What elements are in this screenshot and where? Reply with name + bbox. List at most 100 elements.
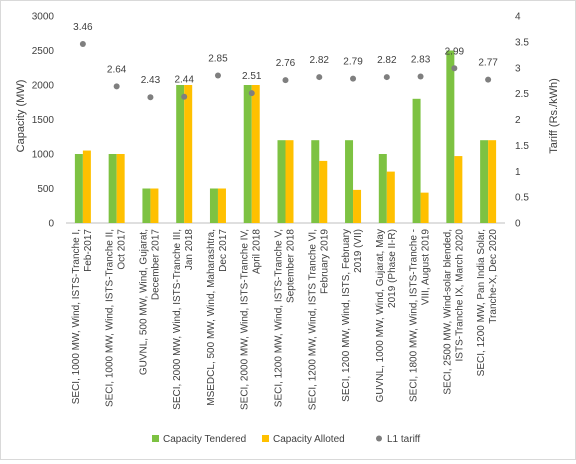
category-tick-label: SECI, 1000 MW, Wind, ISTS-Tranche II,Oct… (105, 229, 128, 407)
category-tick-label-line: SECI, 2500 MW, Wind-solar blended, (442, 229, 453, 395)
bar-capacity-tendered (243, 85, 252, 223)
category-tick-label: SECI, 1200 MW, Pan India Solar,Tranche-X… (476, 229, 499, 377)
tariff-point (282, 77, 289, 84)
category-tick-label: SECI, 1800 MW, Wind, ISTS-Tranche -VIII,… (409, 229, 432, 402)
legend-label-tariff: L1 tariff (387, 434, 420, 445)
y-right-tick-label: 0.5 (515, 193, 529, 204)
category-tick-label: GUVNL, 500 MW, Wind, Gujarat,December 20… (138, 229, 161, 376)
bar-capacity-alloted (82, 150, 91, 223)
tariff-data-label: 2.51 (242, 71, 262, 82)
y-left-tick-label: 1000 (32, 150, 55, 161)
category-tick-label-line: Oct 2017 (117, 229, 128, 270)
y-right-tick-label: 4 (515, 12, 521, 23)
y-right-tick-label: 3 (515, 63, 521, 74)
tariff-point (485, 76, 492, 83)
tariff-data-label: 2.64 (107, 64, 127, 75)
legend: Capacity Tendered Capacity Alloted L1 ta… (152, 434, 420, 445)
legend-swatch-alloted (262, 435, 269, 442)
category-tick-label-line: Tranche-X, Dec 2020 (488, 229, 499, 324)
axes: 0 500 1000 1500 2000 2500 3000 0 0.5 1 1.5 2 2.5 3 3.5… (32, 12, 530, 230)
category-tick-label: SECI, 1200 MW, Wind, ISTS-Tranche V,Sept… (274, 229, 297, 408)
tariff-point (113, 83, 120, 90)
category-tick-label-line: SECI, 1200 MW, Pan India Solar, (476, 229, 487, 376)
legend-marker-tariff (376, 435, 382, 442)
bar-capacity-alloted (353, 189, 362, 223)
category-tick-label-line: Dec 2017 (218, 229, 229, 272)
bars (74, 50, 497, 223)
category-tick-label-line: SECI, 1200 MW, Wind, ISTS Tranche VI, (307, 229, 318, 410)
tariff-point (248, 90, 255, 97)
bar-capacity-alloted (184, 85, 193, 223)
category-tick-label-line: Jan 2018 (184, 229, 195, 271)
y-left-tick-label: 1500 (32, 115, 55, 126)
legend-label-alloted: Capacity Alloted (273, 434, 345, 445)
category-tick-label: SECI, 1000 MW, Wind, ISTS-Tranche I,Feb-… (71, 229, 94, 405)
bar-capacity-alloted (319, 160, 328, 223)
category-tick-label-line: MSEDCL, 500 MW, Wind, Maharashtra, (206, 229, 217, 406)
tariff-data-label: 2.77 (478, 58, 498, 69)
category-tick-label-line: 2019 (Phase II-R) (387, 229, 398, 308)
bar-capacity-alloted (150, 188, 159, 223)
category-tick-label-line: Feb-2017 (83, 229, 94, 272)
bar-capacity-tendered (378, 154, 387, 223)
category-tick-label-line: VIII, August 2019 (421, 229, 432, 306)
legend-label-tendered: Capacity Tendered (163, 434, 246, 445)
y-left-tick-label: 0 (48, 219, 54, 230)
tariff-point (316, 74, 323, 81)
category-tick-label-line: SECI, 1800 MW, Wind, ISTS-Tranche - (409, 229, 420, 402)
category-tick-label-line: December 2017 (150, 229, 161, 301)
bar-capacity-alloted (386, 171, 395, 223)
bar-capacity-alloted (488, 140, 497, 223)
y-right-tick-label: 1 (515, 167, 521, 178)
category-tick-label-line: GUVNL, 1000 MW, Wind, Gujarat, May (375, 229, 386, 402)
category-tick-label-line: ISTS-Tranche IX, March 2020 (454, 229, 465, 362)
category-tick-label: SECI, 2500 MW, Wind-solar blended,ISTS-T… (442, 229, 465, 395)
tariff-data-label: 2.82 (310, 55, 330, 66)
bar-capacity-tendered (311, 140, 320, 223)
tariff-points (79, 40, 492, 101)
tariff-data-label: 2.43 (141, 75, 161, 86)
tariff-point (147, 94, 154, 101)
category-tick-label-line: SECI, 1200 MW, Wind, ISTS-Tranche V, (274, 229, 285, 407)
category-tick-label-line: February 2019 (319, 229, 330, 294)
tariff-point (383, 74, 390, 81)
bar-capacity-tendered (176, 85, 185, 223)
tariff-data-label: 2.82 (377, 55, 397, 66)
bar-capacity-alloted (217, 188, 226, 223)
y-right-tick-label: 3.5 (515, 37, 529, 48)
bar-capacity-alloted (420, 192, 429, 223)
y-left-tick-label: 500 (37, 184, 54, 195)
category-tick-label: SECI, 1200 MW, Wind, ISTS, February2019 … (341, 229, 364, 402)
category-tick-label-line: GUVNL, 500 MW, Wind, Gujarat, (138, 229, 149, 375)
bar-capacity-tendered (412, 98, 421, 223)
category-tick-label: SECI, 2000 MW, Wind, ISTS-Tranche III,Ja… (172, 229, 195, 410)
bar-capacity-tendered (74, 154, 83, 223)
category-tick-label-line: SECI, 1000 MW, Wind, ISTS-Tranche I, (71, 229, 82, 404)
bar-capacity-tendered (446, 50, 455, 223)
category-tick-label: SECI, 1200 MW, Wind, ISTS Tranche VI,Feb… (307, 229, 330, 411)
bar-capacity-tendered (277, 140, 286, 223)
tariff-data-label: 2.44 (174, 75, 194, 86)
tariff-point (417, 73, 424, 80)
bar-capacity-tendered (108, 154, 117, 223)
category-tick-label-line: 2019 (VII) (353, 229, 364, 273)
bar-capacity-tendered (480, 140, 489, 223)
tariff-point (181, 93, 188, 100)
tariff-point (79, 40, 86, 47)
bar-capacity-tendered (209, 188, 218, 223)
category-labels: SECI, 1000 MW, Wind, ISTS-Tranche I,Feb-… (71, 229, 499, 411)
y-left-tick-label: 2500 (32, 46, 55, 57)
bar-capacity-alloted (116, 154, 125, 223)
tariff-point (214, 72, 221, 79)
bar-capacity-alloted (454, 156, 463, 223)
y-left-tick-label: 3000 (32, 12, 55, 23)
y-axis-right-title: Tariff (Rs./kWh) (548, 78, 560, 154)
category-tick-label-line: SECI, 2000 MW, Wind, ISTS-Tranche III, (172, 229, 183, 410)
category-tick-label-line: April 2018 (252, 229, 263, 274)
tariff-data-label: 2.99 (445, 46, 465, 57)
tariff-data-label: 2.85 (208, 54, 228, 65)
category-tick-label-line: SECI, 1000 MW, Wind, ISTS-Tranche II, (105, 229, 116, 407)
category-tick-label-line: September 2018 (286, 229, 297, 303)
bar-capacity-alloted (285, 140, 294, 223)
